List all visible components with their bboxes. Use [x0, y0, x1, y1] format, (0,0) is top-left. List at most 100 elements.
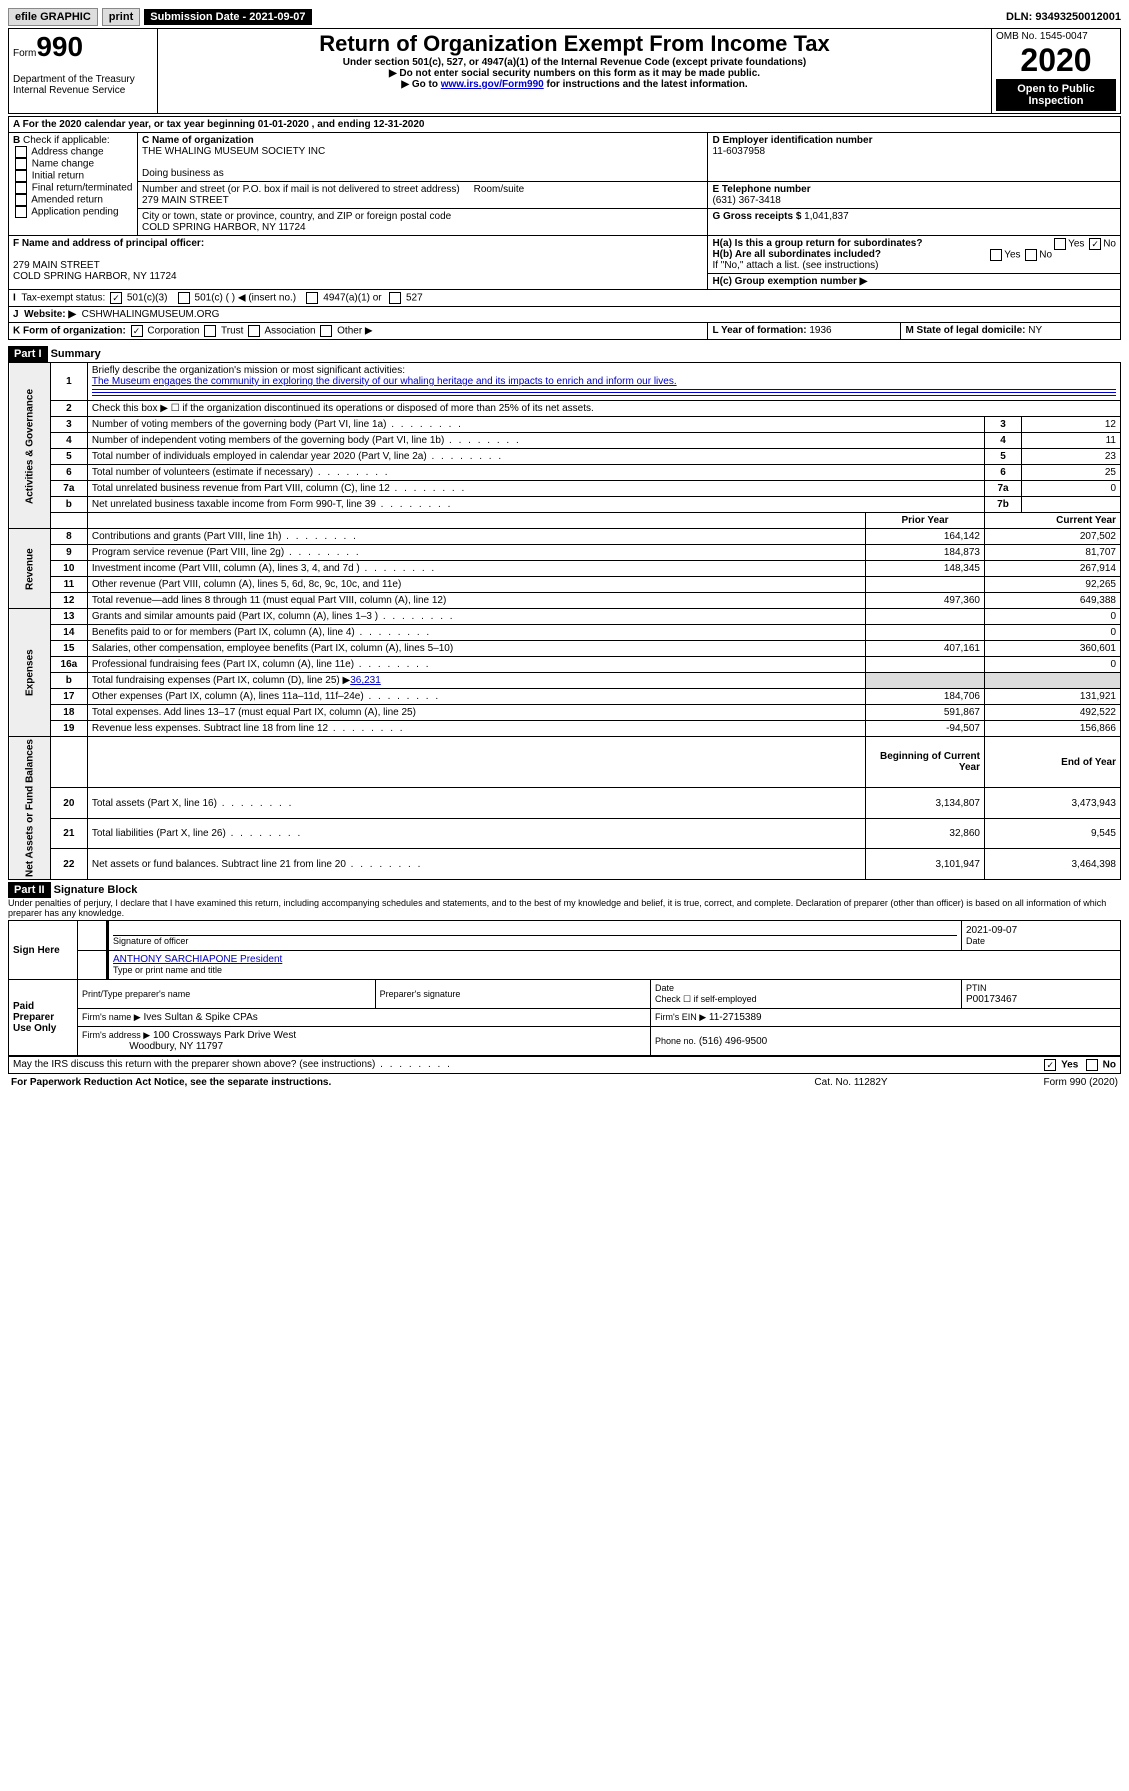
part1-title: Summary: [51, 348, 101, 360]
firm-name: Ives Sultan & Spike CPAs: [143, 1012, 257, 1023]
firm-addr2: Woodbury, NY 11797: [129, 1041, 223, 1052]
firm-phone-label: Phone no.: [655, 1036, 696, 1046]
irs-link[interactable]: www.irs.gov/Form990: [441, 79, 544, 90]
open-public-badge: Open to Public Inspection: [996, 79, 1116, 111]
line6-text: Total number of volunteers (estimate if …: [87, 465, 984, 481]
paid-preparer-label: Paid Preparer Use Only: [9, 980, 78, 1056]
527-checkbox[interactable]: [389, 292, 401, 304]
current-year-header: Current Year: [985, 513, 1121, 529]
firm-name-label: Firm's name ▶: [82, 1012, 141, 1022]
4947-checkbox[interactable]: [306, 292, 318, 304]
prior-year-header: Prior Year: [866, 513, 985, 529]
hb-label: H(b) Are all subordinates included?: [712, 249, 881, 260]
hb-yes-checkbox[interactable]: [990, 249, 1002, 261]
print-button[interactable]: print: [102, 8, 140, 26]
org-name: THE WHALING MUSEUM SOCIETY INC: [142, 146, 325, 157]
sign-here-label: Sign Here: [9, 921, 78, 980]
501c-checkbox[interactable]: [178, 292, 190, 304]
hb-no-checkbox[interactable]: [1025, 249, 1037, 261]
ein: 11-6037958: [712, 146, 765, 157]
phone-label: E Telephone number: [712, 184, 810, 195]
top-bar: efile GRAPHIC print Submission Date - 20…: [8, 8, 1121, 26]
line2-text: Check this box ▶ ☐ if the organization d…: [87, 401, 1120, 417]
ein-label: D Employer identification number: [712, 135, 872, 146]
city: COLD SPRING HARBOR, NY 11724: [142, 222, 306, 233]
tax-period: A For the 2020 calendar year, or tax yea…: [9, 117, 1121, 133]
cname-label: C Name of organization: [142, 135, 254, 146]
governance-section-label: Activities & Governance: [9, 363, 51, 529]
gross-receipts: 1,041,837: [804, 211, 849, 222]
efile-button[interactable]: efile GRAPHIC: [8, 8, 98, 26]
line7a-text: Total unrelated business revenue from Pa…: [87, 481, 984, 497]
summary-table: Activities & Governance 1 Briefly descri…: [8, 362, 1121, 880]
cat-no: Cat. No. 11282Y: [763, 1076, 938, 1089]
prep-date-label: Date: [655, 983, 674, 993]
line1-label: Briefly describe the organization's miss…: [92, 365, 405, 376]
footer-table: May the IRS discuss this return with the…: [8, 1056, 1121, 1074]
ha-yes-checkbox[interactable]: [1054, 238, 1066, 250]
ptin-label: PTIN: [966, 983, 987, 993]
state-domicile: NY: [1028, 325, 1042, 336]
ha-no-checkbox[interactable]: ✓: [1089, 238, 1101, 250]
subtitle-1: Under section 501(c), 527, or 4947(a)(1)…: [162, 57, 987, 68]
prep-sig-label: Preparer's signature: [380, 989, 461, 999]
initial-return-checkbox[interactable]: [15, 170, 27, 182]
discuss-no-checkbox[interactable]: [1086, 1059, 1098, 1071]
officer-label: F Name and address of principal officer:: [13, 238, 204, 249]
omb-number: OMB No. 1545-0047: [996, 31, 1116, 42]
part1-label: Part I: [8, 346, 48, 362]
sig-date: 2021-09-07: [966, 925, 1017, 936]
section-a-table: A For the 2020 calendar year, or tax yea…: [8, 116, 1121, 340]
firm-ein: 11-2715389: [709, 1012, 762, 1023]
hb-note: If "No," attach a list. (see instruction…: [712, 260, 878, 271]
form-prefix: Form: [13, 48, 36, 59]
assoc-checkbox[interactable]: [248, 325, 260, 337]
501c3-checkbox[interactable]: ✓: [110, 292, 122, 304]
year-formation-label: L Year of formation:: [712, 325, 806, 336]
part2-label: Part II: [8, 882, 51, 898]
line16b-text: Total fundraising expenses (Part IX, col…: [92, 675, 350, 686]
discuss-yes-checkbox[interactable]: ✓: [1044, 1059, 1056, 1071]
expenses-section-label: Expenses: [9, 609, 51, 737]
subtitle-3: ▶ Go to www.irs.gov/Form990 for instruct…: [162, 79, 987, 90]
year-formation: 1936: [809, 325, 831, 336]
application-pending-checkbox[interactable]: [15, 206, 27, 218]
firm-addr-label: Firm's address ▶: [82, 1030, 150, 1040]
prep-name-label: Print/Type preparer's name: [82, 989, 190, 999]
phone: (631) 367-3418: [712, 195, 780, 206]
tax-year: 2020: [996, 42, 1116, 79]
self-employed-check[interactable]: Check ☐ if self-employed: [655, 994, 757, 1004]
state-domicile-label: M State of legal domicile:: [905, 325, 1025, 336]
form-number: 990: [36, 31, 83, 62]
dept-treasury: Department of the Treasury: [13, 74, 135, 85]
form-org-label: K Form of organization:: [13, 326, 126, 337]
line6-value: 25: [1022, 465, 1121, 481]
dln: DLN: 93493250012001: [1006, 11, 1121, 23]
line3-text: Number of voting members of the governin…: [87, 417, 984, 433]
final-return-checkbox[interactable]: [15, 182, 27, 194]
other-checkbox[interactable]: [320, 325, 332, 337]
gross-label: G Gross receipts $: [712, 211, 801, 222]
amended-return-checkbox[interactable]: [15, 194, 27, 206]
submission-date: Submission Date - 2021-09-07: [144, 9, 311, 25]
street-address: 279 MAIN STREET: [142, 195, 229, 206]
line7b-value: [1022, 497, 1121, 513]
form-footer: Form 990 (2020): [941, 1076, 1119, 1089]
line7b-text: Net unrelated business taxable income fr…: [87, 497, 984, 513]
end-year-header: End of Year: [985, 737, 1121, 788]
form-header-table: Form990 Department of the Treasury Inter…: [8, 28, 1121, 114]
line4-text: Number of independent voting members of …: [87, 433, 984, 449]
declaration-text: Under penalties of perjury, I declare th…: [8, 898, 1121, 918]
corp-checkbox[interactable]: ✓: [131, 325, 143, 337]
name-change-checkbox[interactable]: [15, 158, 27, 170]
sig-date-label: Date: [966, 936, 985, 946]
trust-checkbox[interactable]: [204, 325, 216, 337]
check-applicable-label: Check if applicable:: [23, 135, 110, 146]
line5-value: 23: [1022, 449, 1121, 465]
firm-ein-label: Firm's EIN ▶: [655, 1012, 706, 1022]
addr-label: Number and street (or P.O. box if mail i…: [142, 184, 460, 195]
address-change-checkbox[interactable]: [15, 146, 27, 158]
begin-year-header: Beginning of Current Year: [866, 737, 985, 788]
room-label: Room/suite: [474, 184, 525, 195]
ptin: P00173467: [966, 994, 1017, 1005]
